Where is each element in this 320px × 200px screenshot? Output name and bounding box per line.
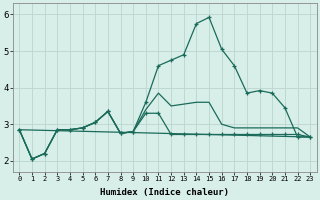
X-axis label: Humidex (Indice chaleur): Humidex (Indice chaleur) xyxy=(100,188,229,197)
